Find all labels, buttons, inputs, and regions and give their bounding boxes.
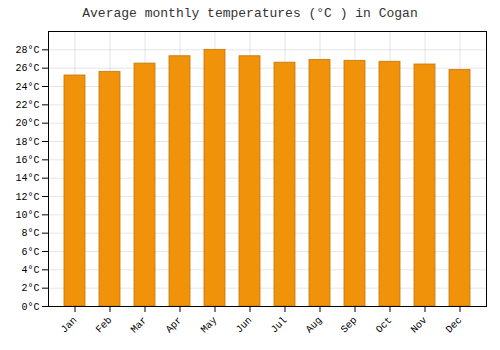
svg-text:Sep: Sep [339, 315, 360, 336]
svg-text:0°C: 0°C [21, 302, 39, 313]
svg-text:Dec: Dec [444, 315, 465, 336]
svg-text:18°C: 18°C [15, 137, 39, 148]
svg-text:Nov: Nov [409, 315, 430, 336]
svg-text:10°C: 10°C [15, 210, 39, 221]
svg-text:2°C: 2°C [21, 283, 39, 294]
svg-text:Apr: Apr [164, 315, 185, 336]
svg-text:Jul: Jul [269, 315, 290, 336]
svg-text:Mar: Mar [129, 315, 150, 336]
svg-text:16°C: 16°C [15, 155, 39, 166]
svg-text:14°C: 14°C [15, 173, 39, 184]
svg-text:4°C: 4°C [21, 265, 39, 276]
svg-text:6°C: 6°C [21, 247, 39, 258]
svg-text:12°C: 12°C [15, 192, 39, 203]
svg-text:20°C: 20°C [15, 118, 39, 129]
svg-text:Oct: Oct [374, 315, 395, 336]
svg-text:Jun: Jun [234, 315, 255, 336]
svg-text:Aug: Aug [304, 315, 325, 336]
svg-text:28°C: 28°C [15, 45, 39, 56]
svg-text:22°C: 22°C [15, 100, 39, 111]
svg-text:24°C: 24°C [15, 82, 39, 93]
svg-text:Feb: Feb [94, 315, 115, 336]
svg-text:26°C: 26°C [15, 63, 39, 74]
svg-text:May: May [199, 315, 220, 336]
html-text:Average monthly temperatures (: Average monthly temperatures (°C ) in Co… [82, 6, 418, 21]
svg-text:8°C: 8°C [21, 228, 39, 239]
svg-text:Jan: Jan [59, 315, 80, 336]
